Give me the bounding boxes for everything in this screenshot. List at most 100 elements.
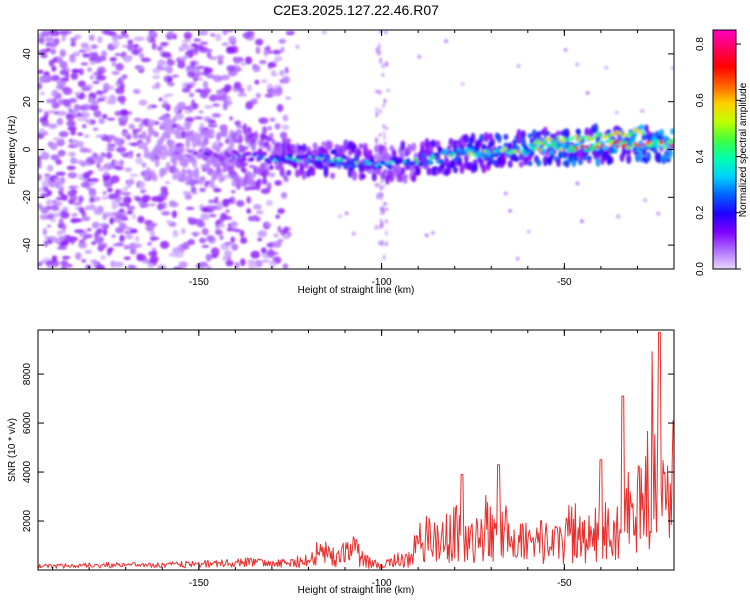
spectrogram-cell <box>387 165 393 170</box>
spectrogram-cell <box>50 238 59 243</box>
spectrogram-cell <box>41 30 51 37</box>
spectrogram-cell <box>190 61 196 66</box>
spectrogram-cell <box>151 247 157 251</box>
spectrogram-cell <box>545 130 551 137</box>
spectrogram-cell <box>374 224 378 231</box>
spectrogram-cell <box>133 117 142 123</box>
spectrogram-cell <box>579 219 584 224</box>
spectrogram-cell <box>122 131 129 137</box>
spectrogram-cell <box>92 152 98 158</box>
spectrogram-cell <box>197 77 203 81</box>
spectrogram-cell <box>91 221 100 229</box>
spectrogram-cell <box>382 124 386 129</box>
spectrogram-cell <box>68 236 78 243</box>
spectrogram-cell <box>138 99 148 106</box>
spectrogram-cell <box>114 261 124 268</box>
spectrogram-cell <box>375 107 379 111</box>
spectrogram-cell <box>171 74 179 78</box>
spectrogram-cell <box>151 42 157 50</box>
spectrogram-cell <box>149 255 159 263</box>
spectrogram-cell <box>255 179 261 191</box>
spectrogram-cell <box>152 67 161 74</box>
spectrogram-cell <box>67 263 73 268</box>
spectrogram-cell <box>38 128 45 134</box>
spectrogram-cell <box>119 116 128 121</box>
spectrogram-cell <box>121 217 129 221</box>
spectrogram-cell <box>558 150 564 159</box>
spectrogram-cell <box>384 30 388 35</box>
spectrogram-cell <box>544 137 549 142</box>
spectrogram-cell <box>38 159 42 168</box>
spectrogram-cell <box>228 35 237 44</box>
spectrogram-cell <box>145 224 155 232</box>
spectrogram-cell <box>204 181 209 188</box>
spectrogram-cell <box>218 172 224 183</box>
spectrogram-cell <box>272 49 282 55</box>
spectrogram-cell <box>255 260 263 268</box>
spectrogram-cell <box>280 191 288 199</box>
spectrogram-cell <box>295 158 300 163</box>
spectrogram-cell <box>132 133 139 140</box>
spectrogram-cell <box>385 207 389 211</box>
spectrogram-cell <box>230 221 238 228</box>
spectrogram-cell <box>312 142 318 150</box>
spectrogram-cell <box>437 146 443 153</box>
spectrogram-cell <box>161 167 167 176</box>
spectrogram-cell <box>43 240 49 248</box>
snr-x-axis: -150 -100 -50 <box>52 330 675 589</box>
spectrogram-cell <box>97 166 105 172</box>
spectrogram-cell <box>459 163 465 175</box>
spectrogram-cell <box>38 108 44 113</box>
spectrogram-cell <box>246 84 253 92</box>
spectrogram-cell <box>219 234 224 241</box>
spectrogram-cell <box>57 110 67 116</box>
spectrogram-cell <box>222 255 227 262</box>
spectrogram-cell <box>274 180 282 186</box>
spectrogram-cell <box>562 151 568 159</box>
spectrogram-cell <box>188 81 197 86</box>
colorbar-tick-label: 0.6 <box>695 93 706 107</box>
spectrogram-cell <box>90 197 95 203</box>
spectrogram-cell <box>138 66 144 70</box>
spectrogram-cell <box>244 56 253 65</box>
spectrogram-cell <box>126 209 134 215</box>
spectrogram-cell <box>167 58 172 63</box>
spectrogram-cell <box>150 153 156 163</box>
spectrogram-cell <box>222 30 228 36</box>
spectrogram-cell <box>141 133 147 140</box>
spectrogram-cell <box>274 155 280 160</box>
spectrogram-cell <box>220 212 228 221</box>
spectrogram-cell <box>330 172 336 180</box>
spectrogram-cell <box>512 139 518 145</box>
spectrogram-cell <box>187 216 193 222</box>
spectrogram-cell <box>103 179 113 188</box>
spectrogram-cell <box>400 140 406 152</box>
spectrogram-cell <box>224 138 230 145</box>
spectrogram-cell <box>201 228 209 236</box>
spectrogram-cell <box>194 169 200 181</box>
spectrogram-cell <box>375 89 379 94</box>
spectrogram-cell <box>255 92 261 99</box>
spectrogram-cell <box>82 53 90 58</box>
spectrogram-cell <box>430 139 436 148</box>
spectrogram-cell <box>128 123 135 130</box>
spectrogram-cell <box>59 60 68 69</box>
spectrogram-cell <box>490 138 496 147</box>
spectrogram-cell <box>191 157 197 168</box>
spectrogram-cell <box>176 101 187 110</box>
spectrogram-cell <box>82 103 91 111</box>
spectrogram-cell <box>106 143 117 148</box>
spectrogram-cell <box>257 237 263 242</box>
spectrogram-cell <box>182 241 190 250</box>
spectrogram-cell <box>199 187 206 193</box>
spectrogram-cell <box>38 187 45 193</box>
spectrogram-cell <box>114 53 122 57</box>
spectrogram-cell <box>638 130 643 135</box>
spectrogram-cell <box>632 128 637 133</box>
spectrogram-cell <box>218 76 224 81</box>
spectrogram-cell <box>55 207 60 211</box>
spectrogram-cell <box>40 193 49 198</box>
spectrogram-cell <box>564 128 570 140</box>
spectrogram-cell <box>536 131 542 137</box>
